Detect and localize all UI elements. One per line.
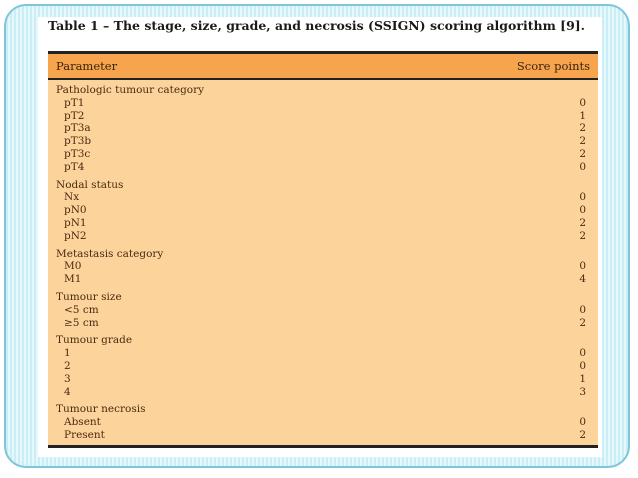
group-name: Pathologic tumour category <box>56 84 205 96</box>
row-score: 0 <box>579 303 586 316</box>
row-label: Absent <box>64 416 101 429</box>
table-group: Tumour necrosis Absent 0 Present 2 <box>48 403 598 441</box>
table-row: Absent 0 <box>48 416 598 429</box>
table-row: pT3a 2 <box>48 122 598 135</box>
header-parameter: Parameter <box>56 59 118 73</box>
table-row: pN1 2 <box>48 217 598 230</box>
row-label: <5 cm <box>64 303 99 316</box>
row-score: 0 <box>579 96 586 109</box>
row-label: pT4 <box>64 160 85 173</box>
group-name: Tumour grade <box>56 334 133 347</box>
row-label: ≥5 cm <box>64 316 99 329</box>
row-label: pN2 <box>64 229 87 242</box>
table-body: Pathologic tumour category pT1 0 pT2 1 pT3a 2 p… <box>48 80 598 448</box>
row-score: 0 <box>579 359 586 372</box>
group-name: Tumour size <box>56 290 122 303</box>
row-label: pT3b <box>64 135 92 148</box>
table-row: pT3b 2 <box>48 135 598 148</box>
row-score: 0 <box>579 416 586 429</box>
row-score: 2 <box>579 147 586 160</box>
table-row: <5 cm 0 <box>48 304 598 317</box>
table-row: pN2 2 <box>48 230 598 243</box>
row-score: 2 <box>579 428 586 441</box>
table-row: Nx 0 <box>48 191 598 204</box>
group-name: Tumour necrosis <box>56 403 146 416</box>
table-header: Parameter Score points <box>48 51 598 80</box>
row-label: pT1 <box>64 96 85 109</box>
row-label: 3 <box>64 372 71 385</box>
table-group: Pathologic tumour category pT1 0 pT2 1 pT3a 2 p… <box>48 84 598 174</box>
row-score: 0 <box>579 160 586 173</box>
group-heading: Pathologic tumour category <box>48 84 598 97</box>
table-row: Present 2 <box>48 429 598 442</box>
row-score: 2 <box>579 229 586 242</box>
row-score: 2 <box>579 316 586 329</box>
table-group: Tumour grade 1 0 2 0 3 1 4 3 <box>48 334 598 398</box>
table-row: pT1 0 <box>48 97 598 110</box>
row-label: pT3c <box>64 147 91 160</box>
table-row: M1 4 <box>48 273 598 286</box>
row-score: 0 <box>579 191 586 204</box>
row-label: Present <box>64 428 105 441</box>
row-score: 0 <box>579 260 586 273</box>
table-row: M0 0 <box>48 260 598 273</box>
group-heading: Tumour grade <box>48 334 598 347</box>
row-label: pT2 <box>64 109 85 122</box>
row-label: pT3a <box>64 122 91 135</box>
row-label: 1 <box>64 347 71 360</box>
group-heading: Nodal status <box>48 179 598 192</box>
table-title: Table 1 – The stage, size, grade, and ne… <box>48 18 586 33</box>
row-score: 2 <box>579 122 586 135</box>
row-score: 2 <box>579 216 586 229</box>
row-label: 4 <box>64 385 71 398</box>
row-label: pN1 <box>64 216 87 229</box>
table-row: ≥5 cm 2 <box>48 317 598 330</box>
table-row: pT3c 2 <box>48 148 598 161</box>
row-score: 1 <box>579 372 586 385</box>
row-score: 2 <box>579 135 586 148</box>
table-row: pN0 0 <box>48 204 598 217</box>
table-group: Nodal status Nx 0 pN0 0 pN1 2 pN2 2 <box>48 179 598 243</box>
row-label: M1 <box>64 273 82 286</box>
ssign-table: Parameter Score points Pathologic tumour… <box>48 51 598 448</box>
row-label: M0 <box>64 260 82 273</box>
group-heading: Tumour necrosis <box>48 403 598 416</box>
group-name: Nodal status <box>56 178 124 191</box>
table-row: pT4 0 <box>48 161 598 174</box>
table-row: pT2 1 <box>48 110 598 123</box>
group-heading: Metastasis category <box>48 248 598 261</box>
row-score: 0 <box>579 347 586 360</box>
row-label: 2 <box>64 359 71 372</box>
table-group: Metastasis category M0 0 M1 4 <box>48 248 598 286</box>
group-heading: Tumour size <box>48 291 598 304</box>
row-label: pN0 <box>64 204 87 217</box>
row-score: 3 <box>579 385 586 398</box>
row-label: Nx <box>64 191 80 204</box>
row-score: 4 <box>579 273 586 286</box>
row-score: 0 <box>579 204 586 217</box>
header-score: Score points <box>516 59 590 73</box>
row-score: 1 <box>579 109 586 122</box>
group-name: Metastasis category <box>56 247 164 260</box>
table-group: Tumour size <5 cm 0 ≥5 cm 2 <box>48 291 598 329</box>
